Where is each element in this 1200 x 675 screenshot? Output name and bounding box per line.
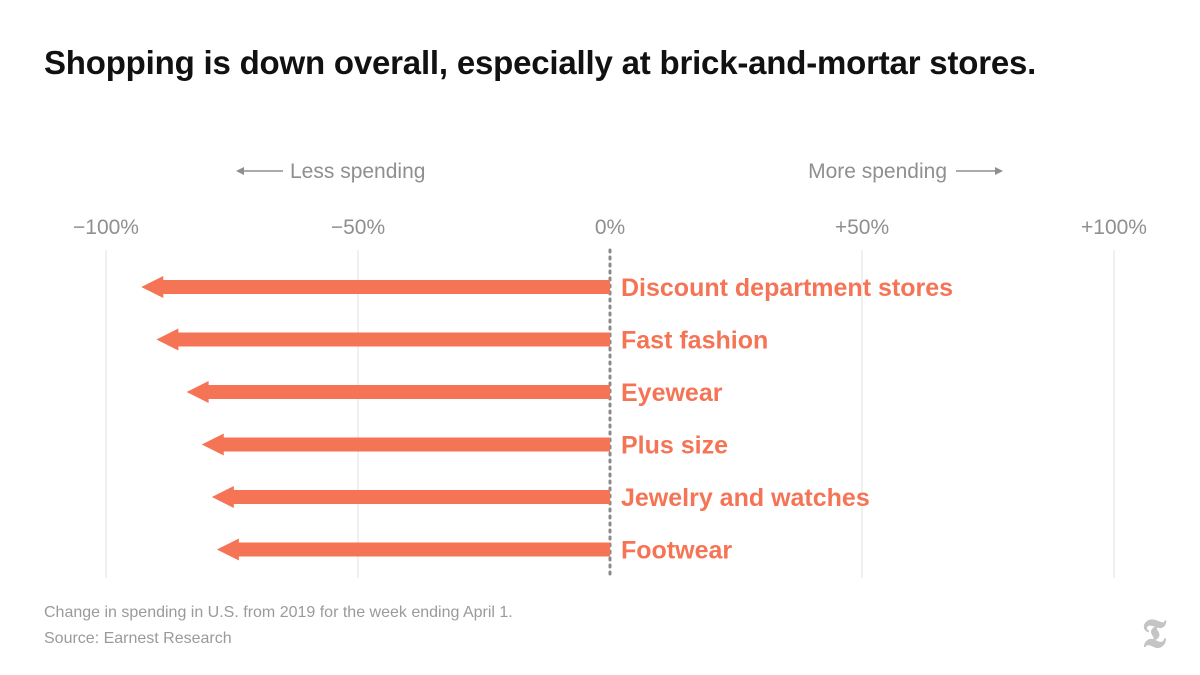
- arrow-bar: [141, 276, 610, 298]
- left-arrowhead-icon: [236, 167, 244, 175]
- x-tick-label: −50%: [331, 216, 385, 239]
- x-tick-label: +50%: [835, 216, 889, 239]
- arrow-bar: [201, 433, 610, 456]
- category-label: Discount department stores: [621, 274, 953, 302]
- category-label: Fast fashion: [621, 327, 768, 355]
- right-arrowhead-icon: [995, 167, 1003, 175]
- arrow-bar: [216, 538, 610, 561]
- chart-source: Source: Earnest Research: [44, 630, 232, 647]
- chart-note: Change in spending in U.S. from 2019 for…: [44, 604, 513, 621]
- category-label: Footwear: [621, 537, 732, 565]
- x-tick-label: 0%: [595, 216, 625, 239]
- arrow-bar: [211, 486, 610, 508]
- x-tick-label: +100%: [1081, 216, 1147, 239]
- less-spending-label: Less spending: [290, 160, 425, 183]
- nyt-logo-icon: 𝕿: [1141, 610, 1167, 657]
- arrow-bar: [156, 328, 610, 351]
- more-spending-label: More spending: [808, 160, 947, 183]
- x-tick-label: −100%: [73, 216, 139, 239]
- arrow-bar: [186, 381, 610, 403]
- category-label: Plus size: [621, 432, 728, 460]
- arrow-bar-chart: Less spending More spending −100% −50% 0% +5…: [73, 160, 1147, 580]
- category-label: Jewelry and watches: [621, 484, 870, 512]
- chart-title: Shopping is down overall, especially at …: [44, 44, 1037, 81]
- category-label: Eyewear: [621, 379, 723, 407]
